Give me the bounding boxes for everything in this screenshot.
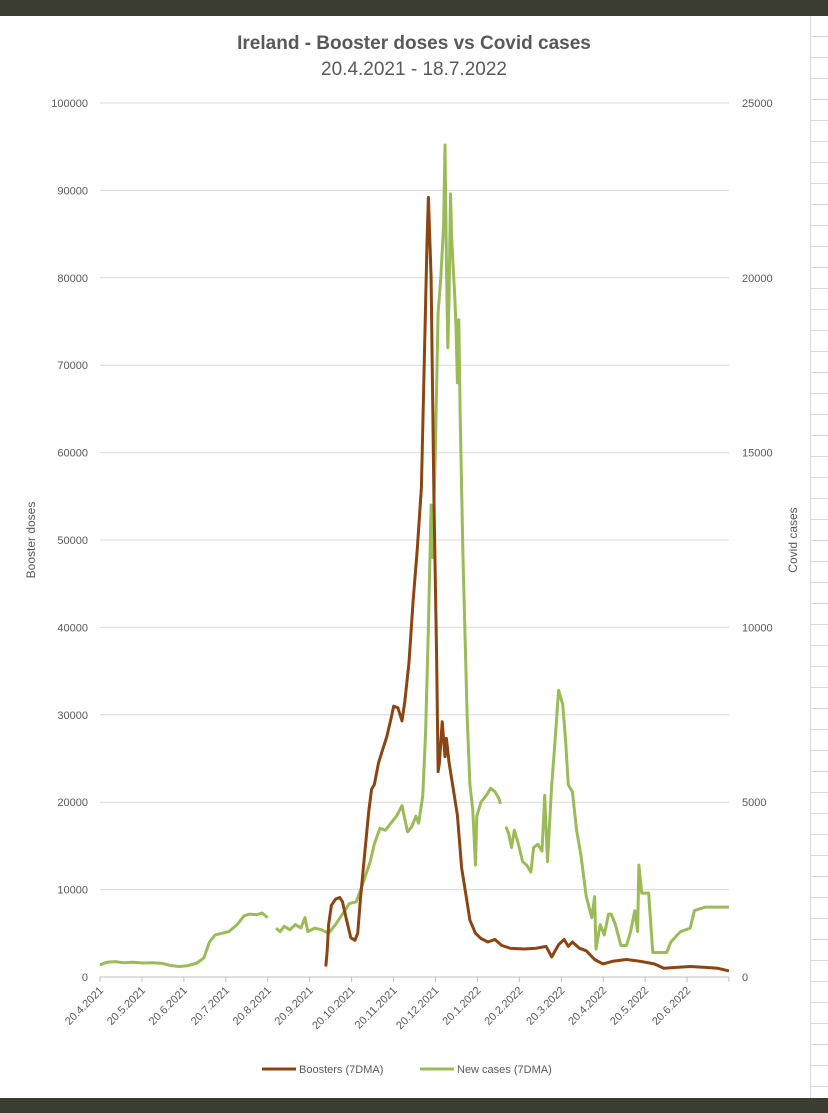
chart-area[interactable] <box>0 16 808 1098</box>
y-right-tick-label: 15000 <box>742 448 773 460</box>
x-tick-label: 20.8.2021 <box>231 985 274 1028</box>
legend-boosters-label: Boosters (7DMA) <box>299 1064 383 1076</box>
x-tick-label: 20.10.2021 <box>310 985 357 1032</box>
y-left-tick-label: 80000 <box>57 273 88 285</box>
chart-title: Ireland - Booster doses vs Covid cases <box>237 33 591 54</box>
x-tick-label: 20.6.2021 <box>147 985 190 1028</box>
x-tick-label: 20.7.2021 <box>189 985 232 1028</box>
x-tick-label: 20.2.2022 <box>482 985 525 1028</box>
y-right-tick-label: 0 <box>742 972 748 984</box>
y-left-tick-label: 90000 <box>57 185 88 197</box>
x-tick-label: 20.5.2022 <box>608 985 651 1028</box>
spreadsheet-gridlines <box>810 16 828 1098</box>
chart-subtitle: 20.4.2021 - 18.7.2022 <box>321 59 507 80</box>
cases-series-line <box>504 688 729 954</box>
y-left-tick-label: 40000 <box>57 622 88 634</box>
y-left-tick-label: 30000 <box>57 710 88 722</box>
x-tick-label: 20.6.2022 <box>650 985 693 1028</box>
y-right-tick-label: 20000 <box>742 273 773 285</box>
y-left-tick-label: 0 <box>82 972 88 984</box>
y-right-tick-label: 10000 <box>742 622 773 634</box>
y-left-tick-label: 60000 <box>57 448 88 460</box>
y-left-tick-label: 70000 <box>57 360 88 372</box>
x-tick-label: 20.4.2022 <box>566 985 609 1028</box>
window-bottom-bar <box>0 1098 828 1113</box>
x-tick-label: 20.1.2022 <box>440 985 483 1028</box>
cases-series-line <box>99 911 269 968</box>
x-tick-label: 20.12.2021 <box>394 985 441 1032</box>
boosters-series-line <box>324 195 730 973</box>
x-tick-label: 20.4.2021 <box>63 985 106 1028</box>
window-top-bar <box>0 0 828 16</box>
legend-cases-label: New cases (7DMA) <box>457 1064 552 1076</box>
y-left-tick-label: 20000 <box>57 797 88 809</box>
y-left-tick-label: 10000 <box>57 885 88 897</box>
y-right-tick-label: 5000 <box>742 797 766 809</box>
x-tick-label: 20.9.2021 <box>273 985 316 1028</box>
y-right-tick-label: 25000 <box>742 98 773 110</box>
cases-series-line <box>275 143 502 935</box>
x-tick-label: 20.3.2022 <box>524 985 567 1028</box>
y-left-tick-label: 50000 <box>57 535 88 547</box>
y-left-axis-title: Booster doses <box>24 502 38 579</box>
x-tick-label: 20.5.2021 <box>105 985 148 1028</box>
x-tick-label: 20.11.2021 <box>353 985 400 1032</box>
y-left-tick-label: 100000 <box>51 98 88 110</box>
y-right-axis-title: Covid cases <box>786 507 800 572</box>
